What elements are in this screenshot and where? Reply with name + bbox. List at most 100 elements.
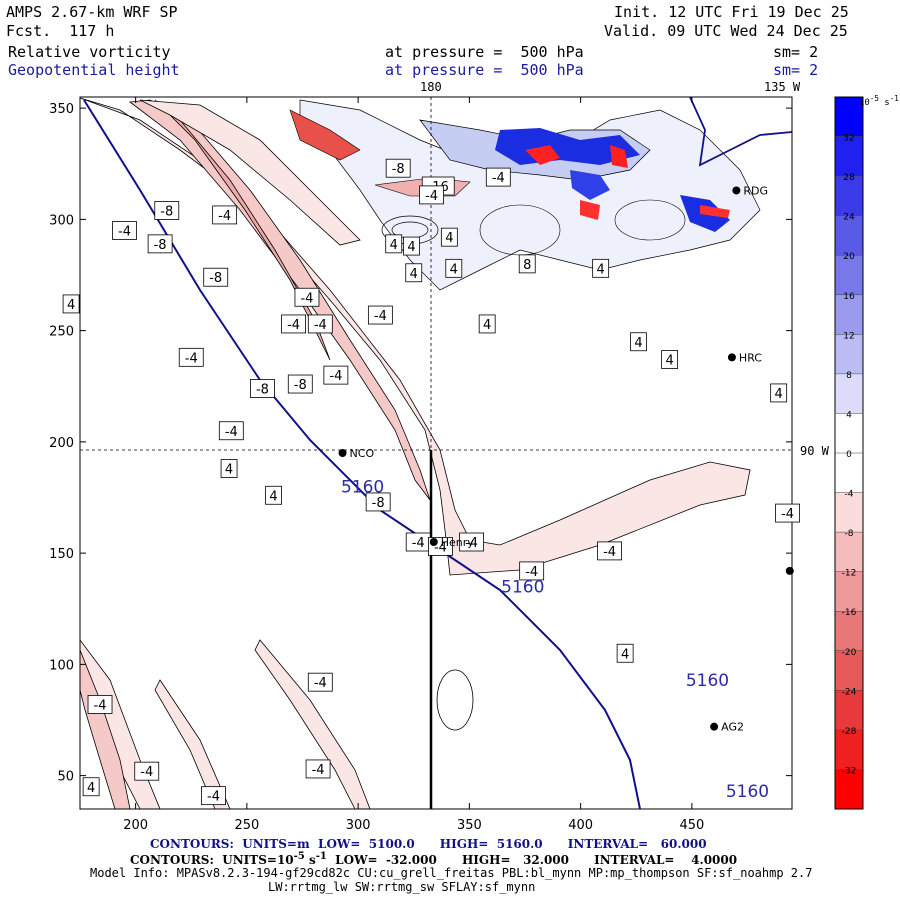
vorticity-label-box — [403, 236, 420, 256]
vorticity-label: -4 — [312, 763, 325, 778]
neg-vorticity-sw-3 — [254, 639, 371, 809]
x-tick-label: 350 — [457, 818, 482, 833]
vorticity-label: 4 — [269, 489, 277, 504]
plot-frame — [79, 96, 793, 810]
colorbar-swatch — [835, 690, 863, 730]
colorbar-swatch — [835, 97, 863, 137]
neg-vorticity-band-west — [139, 99, 361, 246]
vorticity-label: -4 — [434, 540, 447, 555]
vorticity-label: 4 — [634, 336, 642, 351]
vorticity-label-box — [265, 485, 282, 505]
forecast-label: Fcst. 117 h — [6, 22, 115, 40]
init-time: Init. 12 UTC Fri 19 Dec 25 — [614, 3, 849, 21]
vorticity-label: 4 — [597, 262, 605, 277]
vorticity-label: -4 — [603, 545, 616, 560]
vorticity-ring-5 — [436, 669, 474, 731]
vorticity-label: 4 — [445, 231, 453, 246]
vorticity-label-box — [307, 672, 333, 692]
vorticity-label-box — [134, 761, 160, 781]
vorticity-label-box — [592, 258, 610, 278]
vorticity-label-box — [419, 185, 444, 205]
neg-vorticity-strong-4 — [580, 200, 600, 220]
colorbar-swatch — [835, 729, 863, 770]
vorticity-label: -4 — [140, 765, 153, 780]
vorticity-label: -4 — [465, 536, 478, 551]
neg-vorticity-strong-5 — [700, 205, 730, 218]
vorticity-label: 4 — [225, 463, 233, 478]
vorticity-label: 4 — [410, 267, 418, 282]
colorbar-swatch — [835, 176, 863, 216]
vorticity-label: -8 — [372, 496, 385, 511]
vorticity-label-box — [440, 227, 458, 247]
colorbar-swatch — [835, 373, 863, 414]
lon-label-90w: 90 W — [800, 444, 829, 458]
vorticity-ring-4 — [614, 199, 686, 241]
colorbar-swatch — [835, 769, 863, 809]
station-marker — [732, 186, 741, 195]
colorbar-tick-label: 20 — [843, 252, 855, 262]
vorticity-label-box — [385, 234, 403, 254]
neg-vorticity-sw-4 — [154, 679, 231, 809]
colorbar-swatch — [835, 255, 863, 295]
colorbar-swatch — [835, 413, 863, 453]
vorticity-label-box — [630, 332, 647, 352]
model-title: AMPS 2.67-km WRF SP — [6, 3, 178, 21]
colorbar-swatch — [835, 136, 863, 177]
colorbar-tick-label: -8 — [845, 529, 854, 539]
vorticity-label-box — [323, 365, 349, 385]
vorticity-label: 4 — [665, 354, 673, 369]
vorticity-label-box — [616, 643, 634, 663]
vorticity-label: -4 — [300, 291, 313, 306]
vorticity-label: 4 — [621, 647, 629, 662]
vorticity-label: -4 — [94, 698, 107, 713]
vorticity-label: 4 — [775, 387, 783, 402]
colorbar-tick-label: 12 — [843, 331, 854, 341]
vorticity-label-box — [87, 695, 113, 714]
vorticity-label: 4 — [390, 238, 398, 253]
colorbar-swatch — [835, 453, 863, 493]
vorticity-label: -8 — [154, 238, 167, 253]
vorticity-label: -4 — [492, 171, 505, 186]
field2-name: Geopotential height — [8, 61, 180, 79]
x-tick-label: 300 — [346, 818, 371, 833]
height-contour-label: 5160 — [686, 671, 729, 691]
vorticity-label-box — [365, 492, 391, 512]
vorticity-label-box — [218, 421, 244, 441]
model-info: Model Info: MPASv8.2.3-194-gf29cd82c CU:… — [90, 866, 813, 880]
height-contour-label: 5160 — [501, 578, 544, 598]
colorbar-tick-label: 8 — [846, 371, 852, 381]
vorticity-label: -8 — [294, 378, 307, 393]
station-label: RDG — [743, 184, 768, 197]
vorticity-label: -4 — [525, 565, 538, 580]
colorbar-swatch — [835, 215, 863, 256]
station-marker — [338, 449, 347, 457]
colorbar-swatch — [835, 571, 863, 612]
station-label: HRC — [739, 351, 762, 364]
vorticity-label-box — [294, 287, 320, 307]
y-tick-label: 150 — [49, 547, 74, 562]
vorticity-label-box — [154, 201, 180, 220]
vorticity-label: -4 — [185, 351, 198, 366]
plot-area — [80, 97, 792, 809]
colorbar-tick-label: 4 — [846, 410, 852, 420]
vorticity-label: -4 — [412, 536, 425, 551]
vorticity-label-box — [518, 254, 536, 274]
vorticity-label: -4 — [314, 318, 327, 333]
vorticity-label-box — [147, 234, 173, 254]
lon-label-135w: 135 W — [764, 80, 801, 94]
station-label: Henry — [441, 536, 475, 549]
vorticity-label-box — [597, 541, 622, 561]
vorticity-label-box — [82, 777, 100, 797]
vorticity-label: -4 — [781, 507, 794, 522]
lon-label-180: 180 — [420, 80, 442, 94]
neg-vorticity-band-inner — [154, 99, 331, 361]
vorticity-label-box — [281, 314, 307, 334]
vorticity-label: -4 — [329, 369, 342, 384]
neg-vorticity-strong-2 — [525, 145, 560, 165]
y-tick-label: 350 — [49, 102, 74, 117]
vorticity-label-box — [775, 503, 800, 523]
valid-time: Valid. 09 UTC Wed 24 Dec 25 — [604, 22, 848, 40]
colorbar-swatch — [835, 650, 863, 691]
colorbar-tick-label: -32 — [842, 766, 857, 776]
